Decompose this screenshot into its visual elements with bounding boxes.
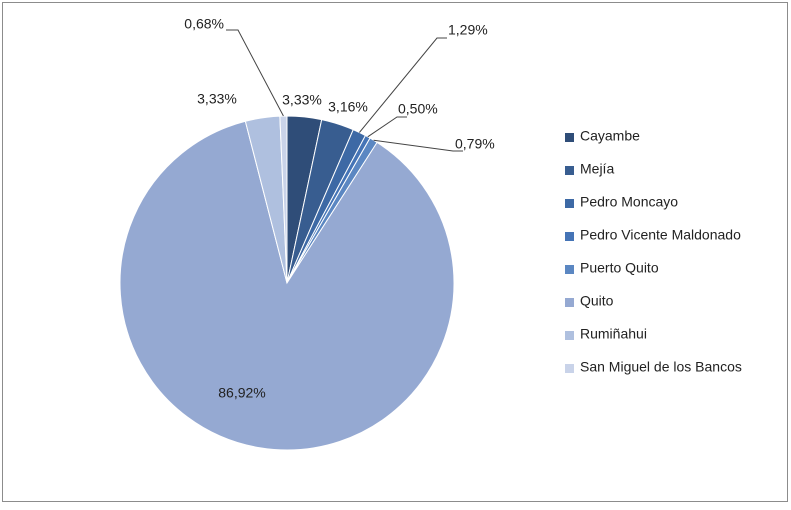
leader-line [358, 37, 447, 133]
legend-label: Mejía [580, 161, 614, 177]
legend-swatch [565, 232, 574, 241]
data-label: 1,29% [448, 22, 488, 38]
leader-line [373, 139, 463, 152]
legend-label: San Miguel de los Bancos [580, 359, 742, 375]
leader-line [367, 116, 407, 138]
data-label: 3,33% [282, 92, 322, 108]
legend-label: Quito [580, 293, 614, 309]
legend-swatch [565, 298, 574, 307]
legend-label: Pedro Vicente Maldonado [580, 227, 741, 243]
data-label: 86,92% [218, 385, 265, 401]
legend-swatch [565, 199, 574, 208]
data-label: 0,68% [184, 16, 224, 32]
legend-label: Pedro Moncayo [580, 194, 678, 210]
legend-label: Puerto Quito [580, 260, 659, 276]
legend-swatch [565, 133, 574, 142]
data-label: 0,50% [398, 101, 438, 117]
legend-label: Rumiñahui [580, 326, 647, 342]
data-label: 3,16% [328, 99, 368, 115]
data-label: 0,79% [455, 136, 495, 152]
legend-label: Cayambe [580, 128, 640, 144]
legend-swatch [565, 364, 574, 373]
pie-slice [119, 120, 455, 451]
data-label: 3,33% [197, 91, 237, 107]
leader-line [226, 29, 284, 117]
legend-swatch [565, 166, 574, 175]
legend-swatch [565, 331, 574, 340]
legend-swatch [565, 265, 574, 274]
